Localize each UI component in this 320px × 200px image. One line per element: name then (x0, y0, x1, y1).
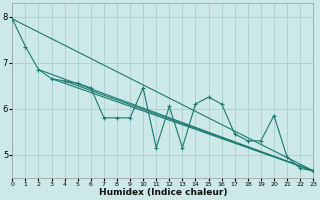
X-axis label: Humidex (Indice chaleur): Humidex (Indice chaleur) (99, 188, 227, 197)
